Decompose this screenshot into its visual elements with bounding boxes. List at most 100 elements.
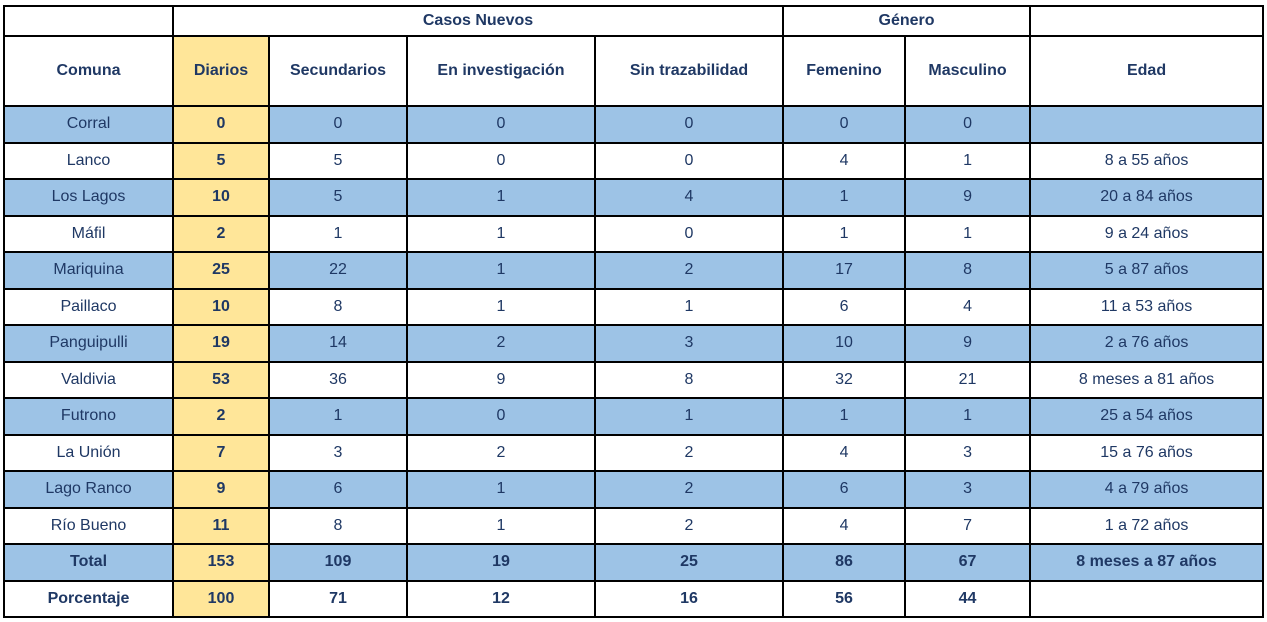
secundarios-cell: 6: [268, 470, 408, 509]
edad-cell: 20 a 84 años: [1029, 178, 1265, 217]
edad-cell: 5 a 87 años: [1029, 251, 1265, 290]
femenino-cell: 6: [782, 470, 907, 509]
secundarios-cell: 8: [268, 506, 408, 545]
sin-trazabilidad-cell: 0: [593, 214, 785, 253]
masculino-cell: 21: [904, 360, 1032, 399]
femenino-cell: 4: [782, 506, 907, 545]
sin-trazabilidad-cell: 2: [593, 251, 785, 290]
group-header-casos-nuevos: Casos Nuevos: [171, 5, 785, 37]
diarios-cell: 10: [172, 287, 270, 326]
en-investigacion-cell: 12: [406, 579, 596, 618]
edad-cell: 15 a 76 años: [1029, 433, 1265, 472]
secundarios-cell: 5: [268, 141, 408, 180]
comuna-cell: Total: [3, 543, 174, 582]
comuna-cell: Corral: [3, 105, 174, 144]
secundarios-cell: 71: [268, 579, 408, 618]
edad-cell: 9 a 24 años: [1029, 214, 1265, 253]
edad-cell: [1029, 579, 1265, 618]
table-row: Panguipulli 19 14 2 3 10 9 2 a 76 años: [3, 324, 1265, 363]
table-body: Corral 0 0 0 0 0 0 Lanco 5 5 0 0 4 1 8 a 55 años Los La…: [3, 105, 1265, 618]
sin-trazabilidad-cell: 4: [593, 178, 785, 217]
sin-trazabilidad-cell: 2: [593, 506, 785, 545]
femenino-cell: 4: [782, 141, 907, 180]
edad-cell: 1 a 72 años: [1029, 506, 1265, 545]
group-header-row: Casos Nuevos Género: [3, 5, 1265, 37]
en-investigacion-cell: 1: [406, 251, 596, 290]
masculino-cell: 1: [904, 141, 1032, 180]
comuna-cell: Paillaco: [3, 287, 174, 326]
column-header-femenino: Femenino: [782, 35, 907, 107]
column-header-comuna: Comuna: [3, 35, 174, 107]
diarios-cell: 2: [172, 397, 270, 436]
masculino-cell: 8: [904, 251, 1032, 290]
sin-trazabilidad-cell: 1: [593, 287, 785, 326]
en-investigacion-cell: 0: [406, 105, 596, 144]
edad-cell: 25 a 54 años: [1029, 397, 1265, 436]
masculino-cell: 3: [904, 433, 1032, 472]
edad-cell: 8 meses a 81 años: [1029, 360, 1265, 399]
edad-cell: 11 a 53 años: [1029, 287, 1265, 326]
femenino-cell: 6: [782, 287, 907, 326]
en-investigacion-cell: 9: [406, 360, 596, 399]
secundarios-cell: 3: [268, 433, 408, 472]
diarios-cell: 100: [172, 579, 270, 618]
column-header-en-investigacion: En investigación: [406, 35, 596, 107]
secundarios-cell: 8: [268, 287, 408, 326]
table-row: Mariquina 25 22 1 2 17 8 5 a 87 años: [3, 251, 1265, 290]
en-investigacion-cell: 1: [406, 214, 596, 253]
sin-trazabilidad-cell: 25: [593, 543, 785, 582]
sin-trazabilidad-cell: 2: [593, 433, 785, 472]
diarios-cell: 5: [172, 141, 270, 180]
en-investigacion-cell: 1: [406, 287, 596, 326]
sin-trazabilidad-cell: 1: [593, 397, 785, 436]
table-row: Futrono 2 1 0 1 1 1 25 a 54 años: [3, 397, 1265, 436]
column-header-masculino: Masculino: [904, 35, 1032, 107]
column-header-sin-trazabilidad: Sin trazabilidad: [593, 35, 785, 107]
masculino-cell: 0: [904, 105, 1032, 144]
diarios-cell: 10: [172, 178, 270, 217]
femenino-cell: 4: [782, 433, 907, 472]
corner-blank-left: [3, 5, 174, 37]
comuna-cell: Los Lagos: [3, 178, 174, 217]
en-investigacion-cell: 1: [406, 178, 596, 217]
sin-trazabilidad-cell: 0: [593, 105, 785, 144]
diarios-cell: 153: [172, 543, 270, 582]
masculino-cell: 9: [904, 324, 1032, 363]
diarios-cell: 2: [172, 214, 270, 253]
diarios-cell: 11: [172, 506, 270, 545]
masculino-cell: 7: [904, 506, 1032, 545]
table-row: Los Lagos 10 5 1 4 1 9 20 a 84 años: [3, 178, 1265, 217]
femenino-cell: 1: [782, 178, 907, 217]
masculino-cell: 1: [904, 397, 1032, 436]
en-investigacion-cell: 1: [406, 506, 596, 545]
table-row: Corral 0 0 0 0 0 0: [3, 105, 1265, 144]
en-investigacion-cell: 2: [406, 433, 596, 472]
cases-table: Casos Nuevos Género Comuna Diarios Secun…: [3, 5, 1265, 618]
masculino-cell: 4: [904, 287, 1032, 326]
femenino-cell: 1: [782, 397, 907, 436]
table-row: Lago Ranco 9 6 1 2 6 3 4 a 79 años: [3, 470, 1265, 509]
secundarios-cell: 5: [268, 178, 408, 217]
masculino-cell: 44: [904, 579, 1032, 618]
column-header-row: Comuna Diarios Secundarios En investigac…: [3, 35, 1265, 107]
edad-cell: 8 meses a 87 años: [1029, 543, 1265, 582]
femenino-cell: 1: [782, 214, 907, 253]
table-row: Lanco 5 5 0 0 4 1 8 a 55 años: [3, 141, 1265, 180]
sin-trazabilidad-cell: 16: [593, 579, 785, 618]
secundarios-cell: 1: [268, 397, 408, 436]
masculino-cell: 9: [904, 178, 1032, 217]
en-investigacion-cell: 19: [406, 543, 596, 582]
table-row: Río Bueno 11 8 1 2 4 7 1 a 72 años: [3, 506, 1265, 545]
edad-cell: [1029, 105, 1265, 144]
masculino-cell: 3: [904, 470, 1032, 509]
edad-cell: 2 a 76 años: [1029, 324, 1265, 363]
comuna-cell: Lago Ranco: [3, 470, 174, 509]
edad-cell: 8 a 55 años: [1029, 141, 1265, 180]
en-investigacion-cell: 0: [406, 397, 596, 436]
comuna-cell: Mariquina: [3, 251, 174, 290]
en-investigacion-cell: 0: [406, 141, 596, 180]
comuna-cell: Futrono: [3, 397, 174, 436]
table-row: Total 153 109 19 25 86 67 8 meses a 87 años: [3, 543, 1265, 582]
masculino-cell: 67: [904, 543, 1032, 582]
